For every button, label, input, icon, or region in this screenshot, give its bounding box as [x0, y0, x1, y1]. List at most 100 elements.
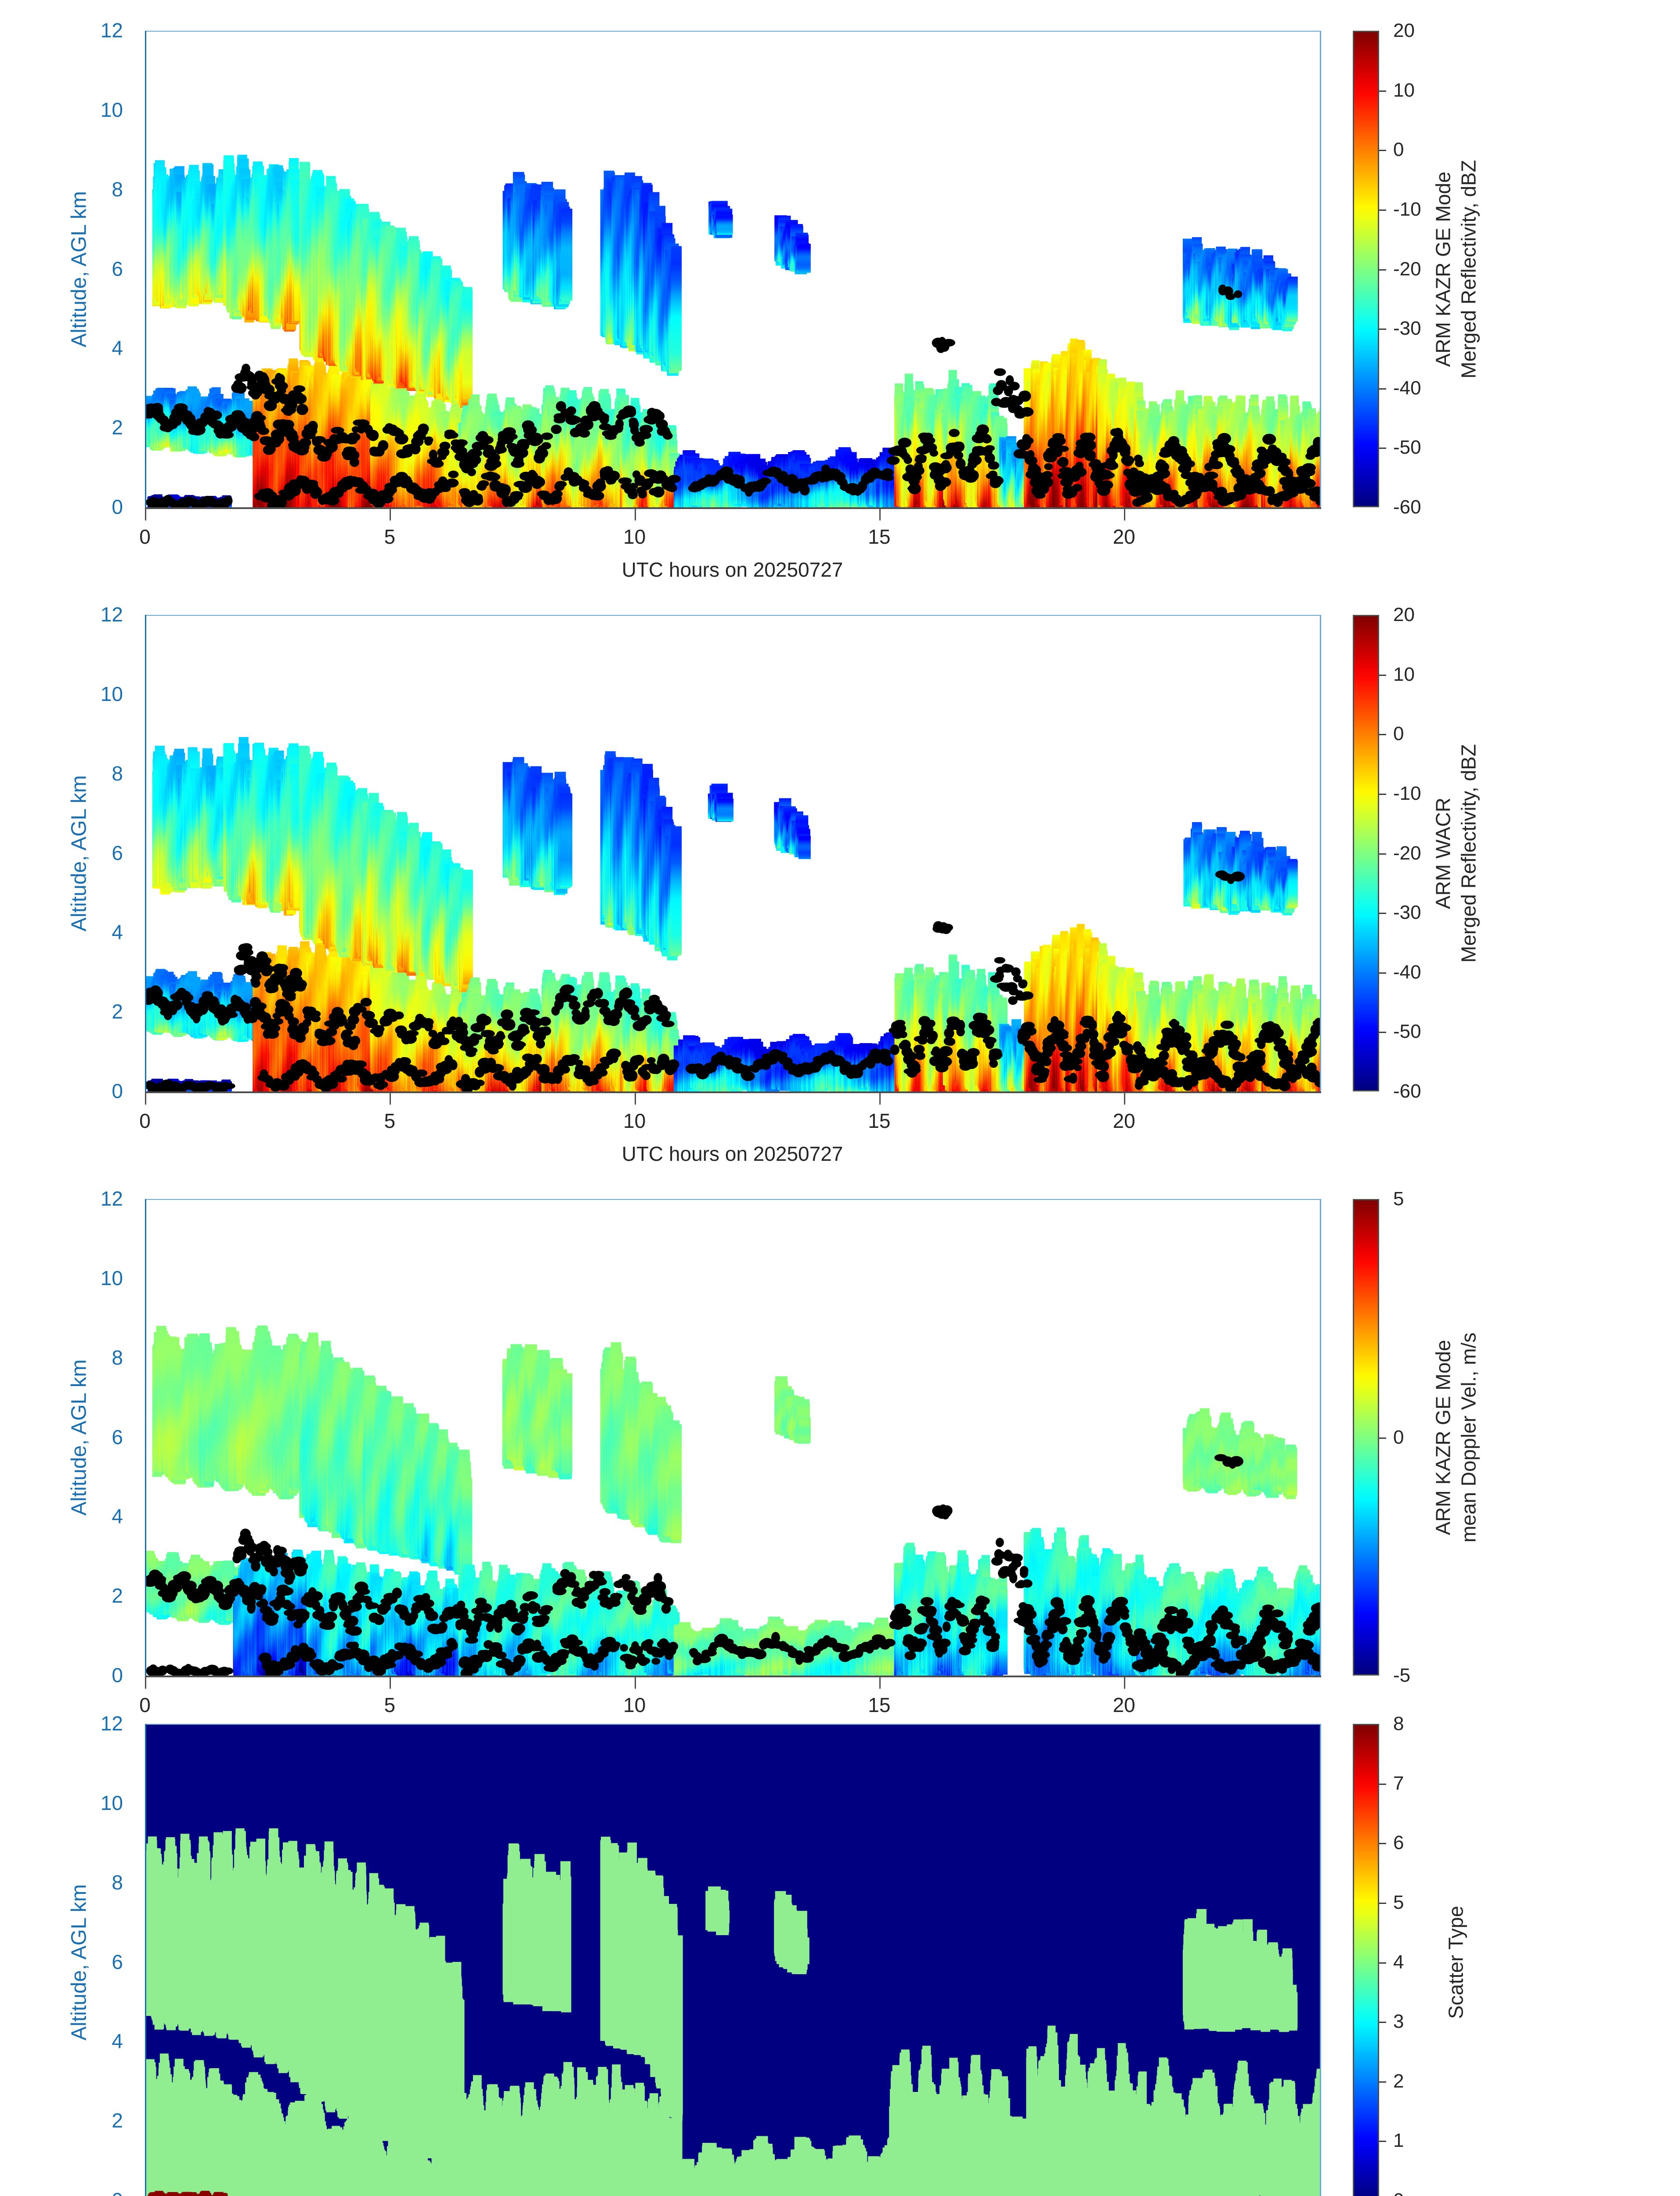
- colorbar-tick-label: 4: [1393, 1951, 1404, 1973]
- plot-right-spine: [1320, 31, 1321, 507]
- plot-top-spine: [145, 615, 1321, 616]
- colorbar-tick-label: 0: [1393, 1427, 1404, 1448]
- plot-area-panel-3[interactable]: [145, 1199, 1320, 1676]
- colorbar-tick-label: -40: [1393, 377, 1421, 399]
- y-axis-title: Altitude, AGL km: [66, 1199, 92, 1676]
- colorbar-panel-2[interactable]: 20 10 0 -10 -20 -30 -40 -50 -60: [1353, 604, 1421, 1102]
- colorbar-tick: [1379, 448, 1386, 449]
- panel-2: Altitude, AGL km 0 2 4 6 8 10 12 0 5 10 15 20 UTC …: [0, 584, 1680, 1165]
- x-axis-line: [145, 507, 1321, 509]
- x-axis-tick: [634, 1676, 636, 1689]
- x-axis-tick: [390, 507, 391, 520]
- plot-area-panel-2[interactable]: [145, 615, 1320, 1091]
- plot-top-spine: [145, 1724, 1321, 1725]
- colorbar-tick: [1379, 793, 1386, 795]
- colorbar-tick-label: -50: [1393, 1021, 1421, 1043]
- x-axis-title: UTC hours on 20250727: [145, 558, 1320, 582]
- plot-top-spine: [145, 1199, 1321, 1200]
- colorbar-tick-label: 5: [1393, 1188, 1404, 1210]
- plot-right-spine: [1320, 1199, 1321, 1676]
- x-axis-tick-label: 0: [139, 525, 151, 549]
- x-axis-tick-label: 10: [623, 1109, 646, 1133]
- colorbar-title: Scatter Type: [1427, 1724, 1485, 2196]
- x-axis-tick: [390, 1676, 391, 1689]
- colorbar-panel-3[interactable]: 5 0 -5: [1353, 1188, 1410, 1686]
- colorbar-tick-label: 0: [1393, 2189, 1404, 2196]
- colorbar-tick: [1379, 90, 1386, 92]
- colorbar-tick-label: -20: [1393, 842, 1421, 864]
- x-axis-tick: [145, 1091, 146, 1105]
- colorbar-tick-label: -5: [1393, 1665, 1410, 1687]
- colorbar-panel-1[interactable]: 20 10 0 -10 -20 -30 -40 -50 -60: [1353, 20, 1421, 518]
- x-axis-tick-label: 0: [139, 1109, 151, 1133]
- colorbar-tick-label: 0: [1393, 139, 1404, 161]
- x-axis-tick: [1124, 1676, 1126, 1689]
- x-axis-tick: [879, 507, 881, 520]
- colorbar-tick-label: 20: [1393, 20, 1415, 42]
- y-axis-title: Altitude, AGL km: [66, 1724, 92, 2196]
- colorbar-tick: [1379, 1843, 1386, 1845]
- colorbar-tick: [1379, 853, 1386, 855]
- x-axis-title: UTC hours on 20250727: [145, 1142, 1320, 1166]
- colorbar-tick-label: -40: [1393, 961, 1421, 983]
- x-axis-line: [145, 1676, 1321, 1677]
- colorbar-panel-4[interactable]: 8 7 6 5 4 3 2 1 0: [1353, 1713, 1404, 2196]
- colorbar-tick-label: -60: [1393, 496, 1421, 518]
- x-axis-tick-label: 20: [1113, 1693, 1135, 1717]
- colorbar-tick: [1379, 209, 1386, 211]
- colorbar-tick: [1379, 972, 1386, 974]
- x-axis-tick: [879, 1091, 881, 1105]
- colorbar-tick: [1379, 1437, 1386, 1439]
- colorbar-tick-label: 20: [1393, 604, 1415, 626]
- x-axis-tick: [634, 507, 636, 520]
- colorbar-tick: [1379, 913, 1386, 914]
- y-axis-line: [145, 31, 146, 507]
- heatmap-canvas: [145, 1724, 1320, 2196]
- plot-area-panel-4[interactable]: [145, 1724, 1320, 2196]
- colorbar-tick-label: -10: [1393, 199, 1421, 220]
- colorbar-title: ARM KAZR GE Mode mean Doppler Vel., m/s: [1427, 1199, 1485, 1676]
- x-axis-tick: [879, 1676, 881, 1689]
- x-axis-tick-label: 15: [868, 525, 890, 549]
- colorbar-tick-label: 8: [1393, 1713, 1404, 1735]
- colorbar-tick-label: -10: [1393, 783, 1421, 805]
- x-axis-tick-label: 15: [868, 1109, 890, 1133]
- colorbar-tick: [1379, 1902, 1386, 1904]
- heatmap-canvas: [145, 31, 1320, 507]
- y-axis-line: [145, 615, 146, 1091]
- colorbar-tick: [1379, 1783, 1386, 1785]
- plot-right-spine: [1320, 1724, 1321, 2196]
- x-axis-tick-label: 20: [1113, 525, 1135, 549]
- colorbar-tick-label: -30: [1393, 902, 1421, 924]
- plot-area-panel-1[interactable]: [145, 31, 1320, 507]
- colorbar-title: ARM KAZR GE Mode Merged Reflectivity, dBZ: [1427, 31, 1485, 507]
- colorbar-tick: [1379, 734, 1386, 736]
- y-axis-line: [145, 1724, 146, 2196]
- colorbar-gradient: [1353, 31, 1379, 507]
- colorbar-tick-label: 3: [1393, 2011, 1404, 2033]
- cloud-base-scatter-overlay: [145, 870, 1320, 1091]
- colorbar-tick-label: 5: [1393, 1892, 1404, 1914]
- colorbar-tick-label: 6: [1393, 1832, 1404, 1854]
- heatmap-canvas: [145, 615, 1320, 1091]
- colorbar-title: ARM WACR Merged Reflectivity, dBZ: [1427, 615, 1485, 1091]
- x-axis-tick: [145, 1676, 146, 1689]
- colorbar-tick-label: -50: [1393, 437, 1421, 459]
- plot-right-spine: [1320, 615, 1321, 1091]
- x-axis-tick: [1124, 507, 1126, 520]
- radar-echo-field: [145, 1724, 1320, 2196]
- y-axis-title: Altitude, AGL km: [66, 31, 92, 507]
- colorbar-tick-label: 10: [1393, 664, 1415, 686]
- plot-top-spine: [145, 31, 1321, 32]
- panel-1: Altitude, AGL km 0 2 4 6 8 10 12 0 5 10 15 20 UTC …: [0, 0, 1680, 581]
- x-axis-tick-label: 10: [623, 525, 646, 549]
- x-axis-tick-label: 10: [623, 1693, 646, 1717]
- heatmap-canvas: [145, 1199, 1320, 1676]
- colorbar-tick: [1379, 674, 1386, 676]
- colorbar-tick-label: -30: [1393, 318, 1421, 340]
- colorbar-tick: [1379, 388, 1386, 390]
- cloud-base-scatter-overlay: [145, 1454, 1320, 1676]
- colorbar-tick-label: 1: [1393, 2130, 1404, 2152]
- colorbar-tick: [1379, 2022, 1386, 2023]
